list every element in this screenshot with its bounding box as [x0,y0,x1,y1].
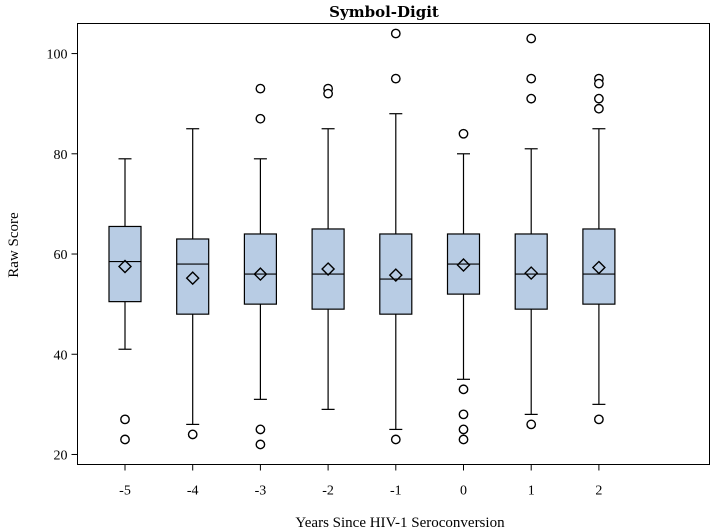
iqr-box [582,228,616,305]
iqr-box [379,233,413,315]
iqr-box [514,233,548,310]
iqr-box [176,238,210,315]
outlier-point [255,439,266,450]
x-tick-label: -5 [119,484,131,499]
x-tick-label: -4 [187,484,199,499]
outlier-point [526,419,537,430]
outlier-point [187,429,198,440]
outlier-point [458,128,469,139]
y-axis: 20 40 60 80 100 [47,48,78,463]
outlier-point [390,28,401,39]
outlier-point [458,384,469,395]
outlier-point [255,113,266,124]
outlier-point [458,409,469,420]
iqr-box [243,233,277,305]
outlier-point [594,103,604,114]
outlier-point [390,73,401,84]
mean-marker [185,271,200,286]
box-group [311,83,345,410]
outlier-point [594,78,604,89]
box-group [243,83,277,450]
y-tick-label: 20 [54,448,68,463]
outlier-point [458,424,469,435]
x-axis: -5 -4 -3 -2 -1 0 1 2 [119,464,602,499]
outlier-point [526,33,537,44]
outlier-point [594,414,604,425]
outlier-point [255,83,266,94]
box-group [108,158,142,445]
mean-marker [253,267,268,282]
y-axis-label: Raw Score [6,212,22,278]
chart-title: Symbol-Digit [329,3,439,21]
mean-marker [118,259,132,274]
outlier-point [120,414,130,425]
y-tick-label: 40 [54,348,68,363]
x-tick-label: -2 [322,484,334,499]
mean-marker [524,266,539,281]
box-group [176,128,210,440]
mean-marker [591,260,606,275]
outlier-point [594,93,604,104]
iqr-box [311,228,345,310]
mean-marker [321,262,336,277]
outlier-point [526,73,537,84]
box-groups [108,28,616,450]
outlier-point [120,434,130,445]
outlier-point [390,434,401,445]
x-axis-label: Years Since HIV-1 Seroconversion [295,515,505,531]
outlier-point [458,434,469,445]
outlier-point [255,424,266,435]
x-tick-label: 0 [460,484,467,499]
box-group [379,28,413,445]
box-group [446,128,481,445]
y-tick-label: 80 [54,148,68,163]
x-tick-label: -1 [390,484,402,499]
mean-marker [388,268,403,283]
iqr-box [108,225,142,303]
y-tick-label: 60 [54,248,68,263]
box-group [582,73,616,425]
outlier-point [526,93,537,104]
outlier-point [323,88,333,99]
plot-frame [77,23,710,465]
x-tick-label: -3 [255,484,267,499]
mean-marker [456,258,471,273]
y-tick-label: 100 [47,48,68,63]
x-tick-label: 1 [528,484,535,499]
x-tick-label: 2 [595,484,602,499]
box-group [514,33,548,430]
